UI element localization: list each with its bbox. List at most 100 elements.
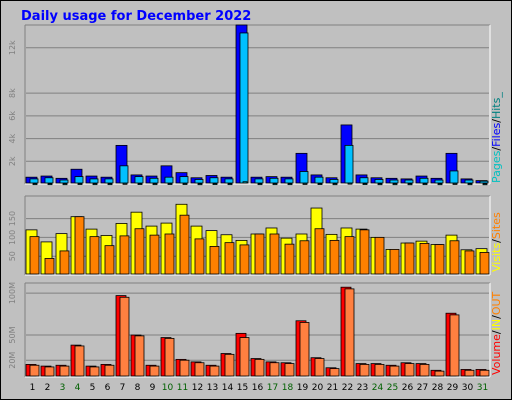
- bar-sites-day-19: [299, 240, 310, 275]
- bar-files-day-9: [149, 177, 159, 184]
- bar-files-day-5: [89, 178, 99, 184]
- bar-sites-day-31: [479, 252, 490, 275]
- chart-title: Daily usage for December 2022: [21, 9, 251, 24]
- y-tick-label: 100: [8, 230, 17, 245]
- y-tick-label: 8k: [8, 88, 17, 98]
- bar-sites-day-6: [104, 245, 115, 275]
- bar-pages-day-22: [347, 182, 353, 185]
- x-tick-label: 4: [75, 383, 81, 393]
- bar-pages-day-2: [47, 183, 53, 186]
- y-tick-label: 20M: [8, 352, 17, 369]
- x-tick-label: 8: [135, 383, 141, 393]
- bar-files-day-28: [434, 179, 444, 184]
- bar-out-day-16: [254, 358, 265, 377]
- bar-sites-day-10: [164, 233, 175, 275]
- bar-out-day-15: [239, 337, 250, 377]
- x-tick-label: 28: [432, 383, 444, 393]
- bar-sites-day-27: [419, 242, 430, 275]
- bar-out-day-17: [269, 362, 280, 377]
- legend-item: /: [490, 119, 503, 123]
- bar-sites-day-8: [134, 228, 145, 275]
- bar-sites-day-1: [29, 236, 40, 275]
- bar-pages-day-7: [122, 182, 128, 185]
- bar-files-day-7: [119, 165, 129, 184]
- bar-out-day-29: [449, 314, 460, 377]
- x-tick-label: 9: [150, 383, 156, 393]
- bar-out-day-7: [119, 296, 130, 377]
- bar-pages-day-8: [137, 183, 143, 186]
- y-tick-label: 6k: [8, 111, 17, 121]
- bar-files-day-22: [344, 144, 354, 184]
- x-tick-label: 10: [162, 383, 174, 393]
- bar-sites-day-15: [239, 244, 250, 275]
- x-tick-label: 3: [60, 383, 66, 393]
- x-tick-label: 31: [477, 383, 488, 393]
- x-tick-label: 6: [105, 383, 111, 393]
- x-tick-label: 22: [342, 383, 353, 393]
- bar-out-day-5: [89, 366, 100, 377]
- legend-item: Volume: [490, 334, 503, 375]
- x-tick-label: 17: [267, 383, 278, 393]
- bar-files-day-14: [224, 178, 234, 184]
- x-tick-label: 30: [462, 383, 474, 393]
- bar-out-day-4: [74, 345, 85, 377]
- bar-sites-day-7: [119, 235, 130, 275]
- legend-item: Sites: [490, 212, 503, 239]
- legend-item: Visits: [490, 243, 503, 272]
- bar-sites-day-5: [89, 236, 100, 275]
- y-tick-label: 50M: [8, 326, 17, 343]
- bar-files-day-18: [284, 178, 294, 184]
- bar-files-day-29: [449, 170, 459, 184]
- legend-item: Hits_: [490, 92, 503, 119]
- x-tick-label: 26: [402, 383, 414, 393]
- bar-pages-day-29: [452, 183, 458, 185]
- legend-visits-sites: Visits/Sites: [490, 212, 503, 272]
- bar-pages-day-18: [287, 183, 293, 186]
- y-tick-label: 150: [8, 211, 17, 226]
- bar-files-day-16: [254, 178, 264, 184]
- bar-pages-day-30: [467, 183, 473, 186]
- legend-item: OUT: [490, 291, 503, 315]
- x-tick-label: 18: [282, 383, 294, 393]
- bar-sites-day-13: [209, 246, 220, 275]
- bar-sites-day-22: [344, 236, 355, 275]
- bar-pages-day-12: [197, 183, 203, 186]
- bar-pages-day-23: [362, 183, 368, 186]
- bar-out-day-18: [284, 363, 295, 377]
- bar-files-day-17: [269, 177, 279, 184]
- bar-sites-day-3: [59, 250, 70, 275]
- bar-sites-day-26: [404, 242, 415, 275]
- bar-files-day-27: [419, 177, 429, 184]
- bar-out-day-25: [389, 365, 400, 377]
- bar-out-day-11: [179, 359, 190, 377]
- x-tick-label: 16: [252, 383, 264, 393]
- x-tick-label: 29: [447, 383, 459, 393]
- bar-pages-day-24: [377, 183, 383, 186]
- bar-out-day-10: [164, 337, 175, 377]
- bar-pages-day-21: [332, 183, 338, 186]
- bar-pages-day-17: [272, 183, 278, 186]
- bar-out-day-13: [209, 365, 220, 377]
- bar-pages-day-19: [302, 183, 308, 185]
- bar-pages-day-15: [242, 181, 248, 184]
- x-tick-label: 12: [192, 383, 203, 393]
- x-tick-label: 24: [372, 383, 384, 393]
- bar-files-day-12: [194, 179, 204, 184]
- bar-out-day-26: [404, 363, 415, 377]
- plot-area: [25, 25, 490, 184]
- x-tick-label: 5: [90, 383, 96, 393]
- bar-files-day-31: [479, 180, 489, 184]
- bar-files-day-30: [464, 179, 474, 184]
- bar-files-day-24: [374, 179, 384, 184]
- bar-pages-day-3: [62, 183, 68, 186]
- bar-sites-day-21: [329, 239, 340, 275]
- bar-out-day-9: [149, 365, 160, 377]
- bar-sites-day-12: [194, 238, 205, 275]
- bar-files-day-3: [59, 179, 69, 184]
- bar-files-day-23: [359, 177, 369, 184]
- bar-files-day-26: [404, 179, 414, 184]
- bar-out-day-31: [479, 369, 490, 377]
- bar-out-day-6: [104, 364, 115, 377]
